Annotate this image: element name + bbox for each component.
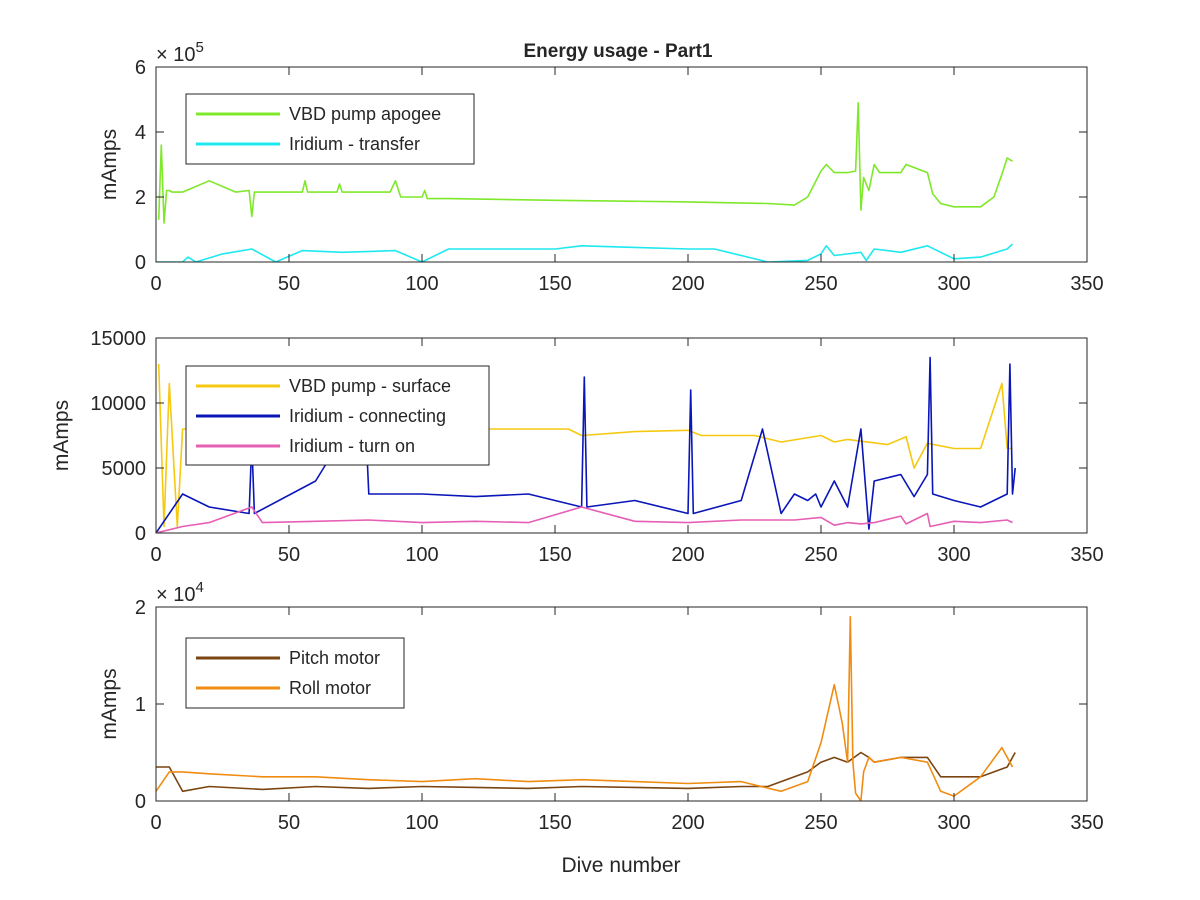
y-axis-label: mAmps (98, 129, 121, 200)
series-line-roll-motor (156, 615, 1014, 801)
legend-entry-label: Iridium - transfer (289, 134, 420, 154)
x-tick-label: 0 (150, 812, 161, 834)
x-tick-label: 350 (1070, 544, 1103, 566)
y-tick-label: 0 (135, 252, 146, 274)
y-axis-label: mAmps (98, 668, 121, 739)
x-tick-label: 100 (405, 544, 438, 566)
x-tick-label: 250 (804, 812, 837, 834)
x-tick-label: 350 (1070, 273, 1103, 295)
x-tick-label: 200 (671, 544, 704, 566)
y-tick-label: 2 (135, 187, 146, 209)
y-tick-label: 6 (135, 57, 146, 79)
x-tick-label: 50 (278, 544, 300, 566)
y-tick-label: 2 (135, 597, 146, 619)
series-line-iridium-transfer (156, 243, 1014, 262)
y-tick-label: 0 (135, 791, 146, 813)
legend-entry-label: Roll motor (289, 678, 371, 698)
x-tick-label: 150 (538, 273, 571, 295)
x-tick-label: 300 (937, 544, 970, 566)
legend-3: Pitch motor Roll motor (185, 637, 405, 709)
x-tick-label: 150 (538, 812, 571, 834)
series-line-pitch-motor (156, 751, 1016, 793)
legend-entry-label: Iridium - turn on (289, 436, 415, 456)
figure-title: Energy usage - Part1 (523, 41, 712, 62)
y-tick-label: 5000 (102, 458, 147, 480)
subplot-2: 0 50 100 150 200 250 300 350 0 5000 10000 15000 mAmp… (50, 328, 1104, 566)
x-tick-label: 150 (538, 544, 571, 566)
y-tick-label: 10000 (90, 393, 146, 415)
x-tick-label: 300 (937, 273, 970, 295)
x-tick-label: 250 (804, 273, 837, 295)
x-tick-label: 50 (278, 812, 300, 834)
x-tick-label: 250 (804, 544, 837, 566)
x-axis-label: Dive number (561, 854, 680, 877)
y-tick-label: 0 (135, 523, 146, 545)
axes-box-2 (155, 337, 1088, 534)
x-tick-label: 50 (278, 273, 300, 295)
x-tick-label: 0 (150, 273, 161, 295)
series-line-iridium-turn-on (156, 506, 1013, 533)
x-tick-label: 300 (937, 812, 970, 834)
axes-box-1 (155, 66, 1088, 263)
y-tick-label: 1 (135, 694, 146, 716)
plot-area-3 (156, 615, 1016, 801)
legend-entry-label: VBD pump apogee (289, 104, 441, 124)
legend-entry-label: Pitch motor (289, 648, 380, 668)
x-tick-label: 100 (405, 273, 438, 295)
x-tick-label: 100 (405, 812, 438, 834)
x-tick-label: 350 (1070, 812, 1103, 834)
y-tick-label: 15000 (90, 328, 146, 350)
legend-box (185, 93, 475, 165)
series-line-vbd-pump-apogee (157, 102, 1013, 224)
x-tick-label: 0 (150, 544, 161, 566)
legend-entry-label: Iridium - connecting (289, 406, 446, 426)
legend-1: VBD pump apogee Iridium - transfer (185, 93, 475, 165)
legend-2: VBD pump - surface Iridium - connecting Ir… (185, 365, 490, 466)
legend-box (185, 637, 405, 709)
y-axis-label: mAmps (50, 400, 73, 471)
legend-entry-label: VBD pump - surface (289, 376, 451, 396)
plot-area-1 (156, 102, 1014, 262)
x-tick-label: 200 (671, 812, 704, 834)
y-tick-label: 4 (135, 122, 146, 144)
x-tick-label: 200 (671, 273, 704, 295)
